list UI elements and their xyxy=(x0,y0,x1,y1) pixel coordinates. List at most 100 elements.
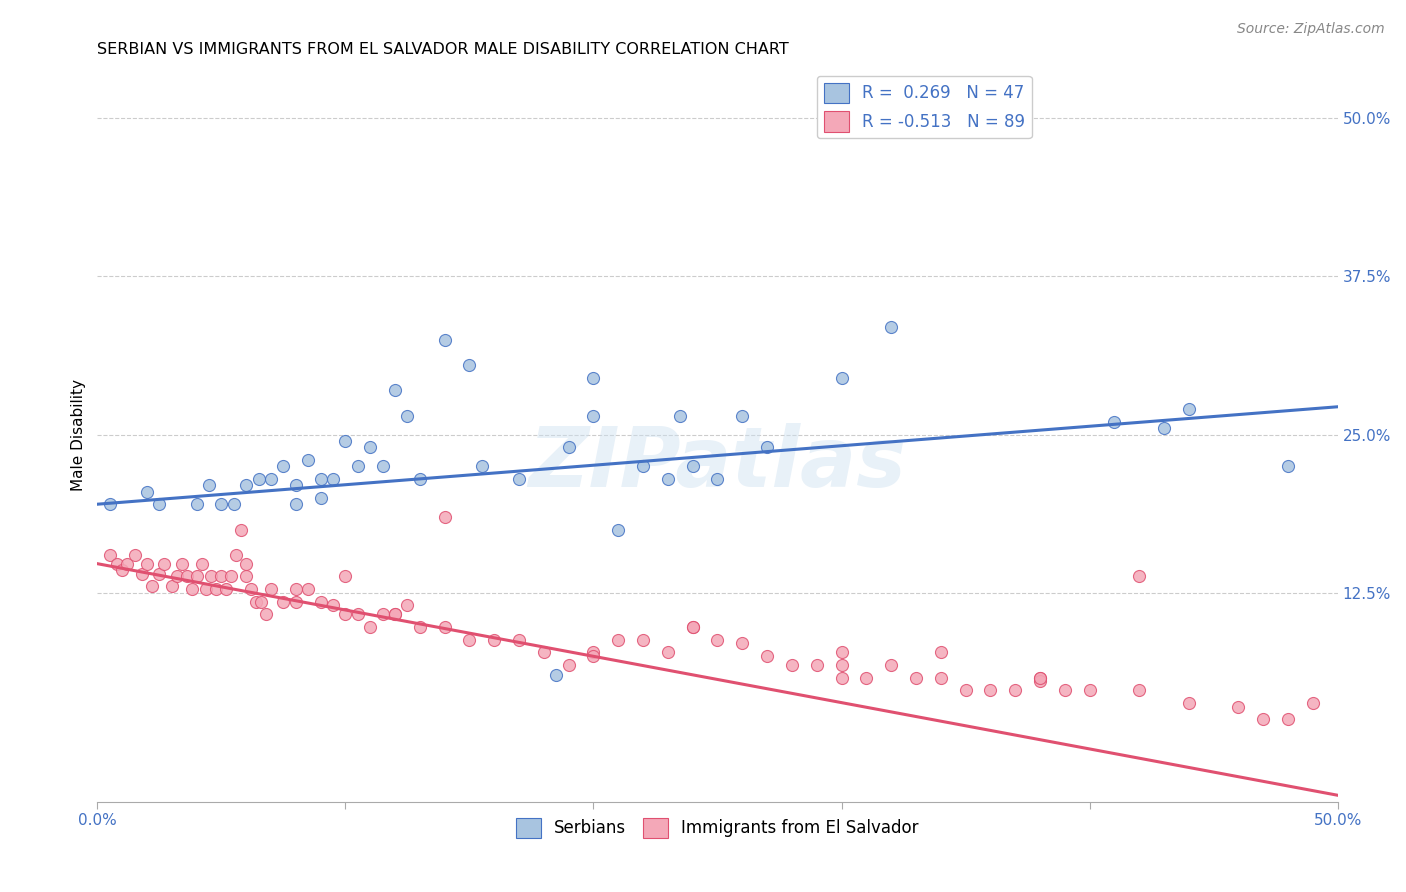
Point xyxy=(309,491,332,505)
Point xyxy=(1029,671,1052,685)
Point xyxy=(582,645,605,659)
Point xyxy=(831,671,853,685)
Point xyxy=(1302,696,1324,710)
Point xyxy=(309,594,332,608)
Point xyxy=(484,632,506,647)
Point xyxy=(631,632,654,647)
Point xyxy=(205,582,228,596)
Point xyxy=(669,409,692,423)
Point xyxy=(346,459,368,474)
Point xyxy=(250,594,273,608)
Point xyxy=(458,358,481,372)
Point xyxy=(756,440,779,454)
Point xyxy=(1178,696,1201,710)
Point xyxy=(309,472,332,486)
Point xyxy=(1128,569,1150,583)
Point xyxy=(731,409,754,423)
Point xyxy=(98,548,121,562)
Point xyxy=(186,569,208,583)
Point xyxy=(508,472,530,486)
Point xyxy=(136,557,159,571)
Point xyxy=(929,645,952,659)
Point xyxy=(124,548,146,562)
Point xyxy=(284,497,307,511)
Point xyxy=(160,579,183,593)
Point xyxy=(235,569,257,583)
Point xyxy=(148,566,170,581)
Point xyxy=(284,478,307,492)
Point xyxy=(582,648,605,663)
Point xyxy=(198,478,221,492)
Point xyxy=(631,459,654,474)
Point xyxy=(215,582,238,596)
Point xyxy=(335,607,357,622)
Point xyxy=(176,569,198,583)
Point xyxy=(471,459,494,474)
Point xyxy=(706,632,728,647)
Point xyxy=(209,569,232,583)
Point xyxy=(756,648,779,663)
Point xyxy=(1029,671,1052,685)
Point xyxy=(657,472,679,486)
Point xyxy=(371,459,394,474)
Point xyxy=(136,484,159,499)
Point xyxy=(533,645,555,659)
Point xyxy=(682,459,704,474)
Point xyxy=(731,636,754,650)
Point xyxy=(260,582,283,596)
Point xyxy=(111,563,134,577)
Point xyxy=(1029,674,1052,689)
Point xyxy=(904,671,927,685)
Text: SERBIAN VS IMMIGRANTS FROM EL SALVADOR MALE DISABILITY CORRELATION CHART: SERBIAN VS IMMIGRANTS FROM EL SALVADOR M… xyxy=(97,42,789,57)
Point xyxy=(1178,402,1201,417)
Point xyxy=(153,557,176,571)
Point xyxy=(105,557,128,571)
Point xyxy=(231,523,253,537)
Point xyxy=(1277,712,1299,726)
Point xyxy=(335,434,357,448)
Point xyxy=(1128,683,1150,698)
Point xyxy=(433,620,456,634)
Point xyxy=(322,472,344,486)
Point xyxy=(582,409,605,423)
Point xyxy=(245,594,267,608)
Point xyxy=(955,112,977,126)
Point xyxy=(190,557,212,571)
Point xyxy=(409,620,432,634)
Point xyxy=(166,569,188,583)
Point xyxy=(148,497,170,511)
Point xyxy=(806,657,828,672)
Point xyxy=(200,569,222,583)
Point xyxy=(682,620,704,634)
Point xyxy=(546,668,568,682)
Point xyxy=(186,497,208,511)
Point xyxy=(880,320,903,334)
Text: Source: ZipAtlas.com: Source: ZipAtlas.com xyxy=(1237,22,1385,37)
Point xyxy=(1004,683,1026,698)
Point xyxy=(222,497,245,511)
Point xyxy=(115,557,138,571)
Point xyxy=(284,594,307,608)
Point xyxy=(335,569,357,583)
Point xyxy=(209,497,232,511)
Point xyxy=(260,472,283,486)
Point xyxy=(979,683,1001,698)
Point xyxy=(831,645,853,659)
Point xyxy=(508,632,530,647)
Point xyxy=(195,582,218,596)
Point xyxy=(1104,415,1126,429)
Point xyxy=(284,582,307,596)
Point xyxy=(371,607,394,622)
Point xyxy=(433,509,456,524)
Point xyxy=(180,582,202,596)
Point xyxy=(297,582,319,596)
Point xyxy=(254,607,277,622)
Point xyxy=(1251,712,1274,726)
Point xyxy=(141,579,163,593)
Point xyxy=(98,497,121,511)
Point xyxy=(170,557,193,571)
Point xyxy=(557,440,579,454)
Point xyxy=(582,370,605,384)
Point xyxy=(221,569,243,583)
Point xyxy=(458,632,481,647)
